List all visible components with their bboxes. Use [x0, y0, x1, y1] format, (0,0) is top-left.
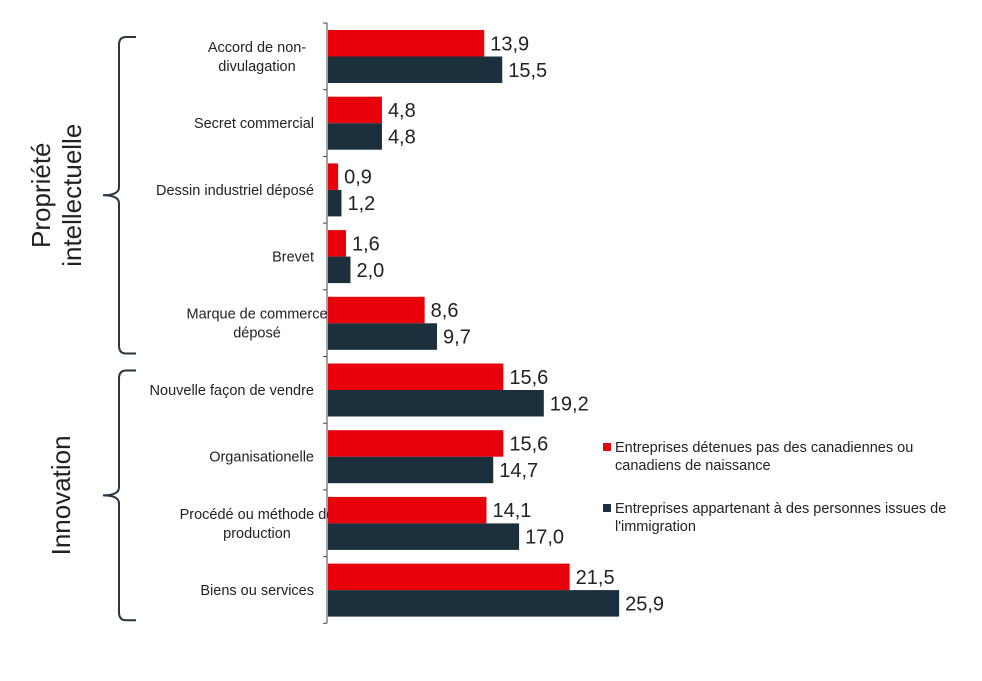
group-label: Propriétéintellectuelle [26, 124, 87, 267]
bar-immigrant [328, 590, 620, 617]
group-brace [102, 36, 136, 355]
data-label: 25,9 [625, 593, 664, 615]
data-label: 15,6 [509, 367, 548, 389]
legend-label: Entreprises appartenant à des personnes … [615, 501, 946, 517]
data-label: 13,9 [490, 33, 529, 55]
bar-canadian-born [328, 496, 487, 524]
bar-immigrant [328, 523, 520, 550]
bar-canadian-born [328, 96, 382, 124]
data-label: 15,5 [508, 60, 547, 82]
bar-immigrant [328, 256, 351, 284]
bar-canadian-born [328, 563, 570, 591]
data-label: 21,5 [576, 567, 615, 589]
bar-canadian-born [328, 30, 485, 57]
data-label: 9,7 [443, 327, 471, 349]
bar-immigrant [328, 123, 382, 150]
category-label: Nouvelle façon de vendre [150, 383, 314, 399]
group-brace [102, 369, 136, 622]
legend-swatch [603, 443, 611, 451]
bar-canadian-born [328, 163, 339, 190]
group-label: Innovation [46, 435, 76, 555]
data-label: 14,7 [499, 460, 538, 482]
bar-immigrant [328, 390, 544, 417]
bar-canadian-born [328, 363, 504, 390]
bar-immigrant [328, 323, 438, 350]
data-label: 1,6 [352, 233, 380, 255]
bar-immigrant [328, 56, 503, 83]
category-label: Secret commercial [194, 116, 314, 132]
category-label: Organisationelle [209, 450, 314, 466]
category-label: Brevet [272, 249, 314, 265]
legend-swatch [603, 504, 611, 512]
bar-canadian-born [328, 296, 425, 324]
data-label: 4,8 [388, 126, 416, 148]
category-label: Dessin industriel déposé [156, 183, 314, 199]
legend-label: canadiens de naissance [615, 458, 771, 474]
bar-canadian-born [328, 230, 346, 257]
data-label: 15,6 [509, 433, 548, 455]
legend-label: l'immigration [615, 519, 696, 535]
category-label: Accord de non-divulagation [208, 40, 307, 75]
data-label: 4,8 [388, 100, 416, 122]
legend-label: Entreprises détenues pas des canadiennes… [615, 440, 913, 456]
data-label: 0,9 [344, 167, 372, 189]
data-label: 2,0 [356, 260, 384, 282]
category-label: Biens ou services [200, 583, 314, 599]
data-label: 14,1 [492, 500, 531, 522]
data-label: 19,2 [550, 393, 589, 415]
bar-immigrant [328, 456, 494, 484]
data-label: 1,2 [347, 193, 375, 215]
bar-canadian-born [328, 430, 504, 457]
bar-immigrant [328, 189, 342, 217]
category-label: Marque de commerce déposé [186, 307, 327, 342]
category-label: Procédé ou méthode de production [180, 507, 335, 542]
data-label: 8,6 [431, 300, 459, 322]
data-label: 17,0 [525, 527, 564, 549]
